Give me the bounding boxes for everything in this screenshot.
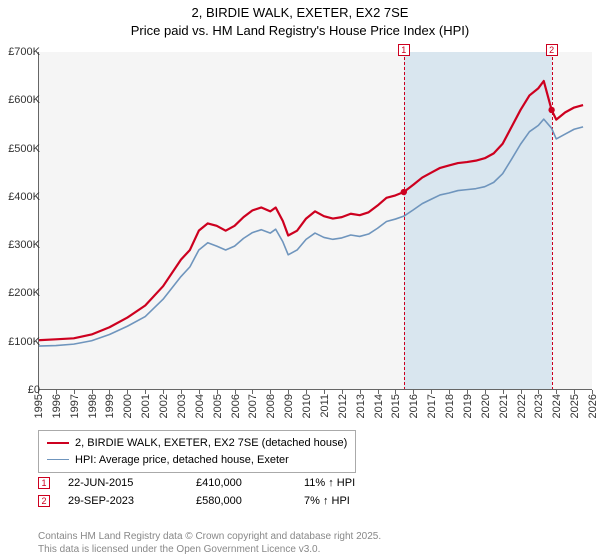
sale-row: 1 22-JUN-2015 £410,000 11% ↑ HPI [38, 474, 355, 492]
sale-marker: 1 [38, 477, 50, 489]
sale-date: 29-SEP-2023 [68, 495, 178, 507]
x-tick-label: 1997 [69, 394, 81, 418]
x-tick-label: 2012 [337, 394, 349, 418]
sale-price: £410,000 [196, 477, 286, 489]
x-tick-label: 2020 [480, 394, 492, 418]
series-price_paid [38, 81, 583, 340]
x-tick-label: 2013 [355, 394, 367, 418]
y-tick-label: £100K [0, 336, 40, 348]
x-tick-label: 2000 [122, 394, 134, 418]
x-axis [38, 389, 592, 390]
series-svg [38, 52, 592, 390]
y-tick-label: £200K [0, 287, 40, 299]
x-tick-label: 1995 [33, 394, 45, 418]
legend: 2, BIRDIE WALK, EXETER, EX2 7SE (detache… [38, 430, 356, 473]
footer-line-1: Contains HM Land Registry data © Crown c… [38, 530, 381, 543]
legend-label: HPI: Average price, detached house, Exet… [75, 452, 289, 469]
chart-area: 12 [38, 52, 592, 390]
x-tick-label: 2008 [265, 394, 277, 418]
x-tick-label: 2024 [551, 394, 563, 418]
marker-dot [401, 189, 407, 195]
x-tick-label: 2026 [587, 394, 599, 418]
marker-dot [548, 107, 554, 113]
x-tick-label: 2019 [462, 394, 474, 418]
x-tick-label: 2025 [569, 394, 581, 418]
legend-swatch [47, 459, 69, 460]
y-tick-label: £700K [0, 46, 40, 58]
x-tick-label: 2015 [390, 394, 402, 418]
y-tick-label: £600K [0, 94, 40, 106]
legend-row: 2, BIRDIE WALK, EXETER, EX2 7SE (detache… [47, 435, 347, 452]
x-tick-label: 2007 [247, 394, 259, 418]
footer-line-2: This data is licensed under the Open Gov… [38, 543, 381, 556]
x-tick-label: 2014 [373, 394, 385, 418]
y-tick-label: £300K [0, 239, 40, 251]
x-tick-label: 2009 [283, 394, 295, 418]
x-tick-label: 2005 [212, 394, 224, 418]
sale-date: 22-JUN-2015 [68, 477, 178, 489]
sale-marker: 2 [38, 495, 50, 507]
x-tick-label: 2017 [426, 394, 438, 418]
x-tick-label: 2010 [301, 394, 313, 418]
y-tick-label: £400K [0, 191, 40, 203]
marker-box: 1 [398, 44, 410, 56]
attribution-footer: Contains HM Land Registry data © Crown c… [38, 530, 381, 556]
sales-table: 1 22-JUN-2015 £410,000 11% ↑ HPI 2 29-SEP-202… [38, 474, 355, 510]
x-tick-label: 2011 [319, 394, 331, 418]
x-tick-label: 1996 [51, 394, 63, 418]
y-tick-label: £500K [0, 143, 40, 155]
x-tick-label: 2006 [230, 394, 242, 418]
x-tick-label: 2018 [444, 394, 456, 418]
legend-swatch [47, 442, 69, 444]
x-tick-label: 1999 [104, 394, 116, 418]
marker-box: 2 [546, 44, 558, 56]
sale-vs-hpi: 7% ↑ HPI [304, 495, 350, 507]
sale-price: £580,000 [196, 495, 286, 507]
series-hpi [38, 119, 583, 346]
x-tick-label: 2002 [158, 394, 170, 418]
x-tick-label: 2016 [408, 394, 420, 418]
legend-row: HPI: Average price, detached house, Exet… [47, 452, 347, 469]
x-tick-label: 2021 [498, 394, 510, 418]
chart-title-block: 2, BIRDIE WALK, EXETER, EX2 7SE Price pa… [0, 0, 600, 41]
sale-row: 2 29-SEP-2023 £580,000 7% ↑ HPI [38, 492, 355, 510]
x-tick-label: 2022 [516, 394, 528, 418]
x-tick-label: 2003 [176, 394, 188, 418]
x-tick-label: 2004 [194, 394, 206, 418]
sale-vs-hpi: 11% ↑ HPI [304, 477, 355, 489]
legend-label: 2, BIRDIE WALK, EXETER, EX2 7SE (detache… [75, 435, 347, 452]
title-line-1: 2, BIRDIE WALK, EXETER, EX2 7SE [0, 4, 600, 22]
x-tick-label: 1998 [87, 394, 99, 418]
x-tick-label: 2001 [140, 394, 152, 418]
title-line-2: Price paid vs. HM Land Registry's House … [0, 22, 600, 40]
x-tick-label: 2023 [533, 394, 545, 418]
